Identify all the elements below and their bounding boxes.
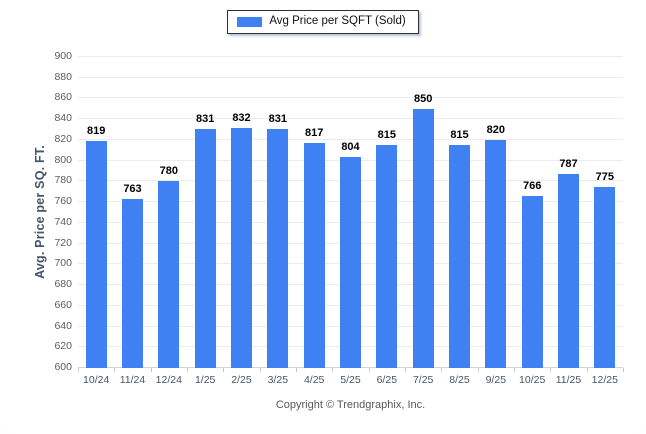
bar [521, 195, 543, 368]
x-tick-label: 7/25 [412, 374, 434, 386]
bar [340, 156, 361, 368]
x-tick-label: 9/25 [485, 374, 507, 386]
y-tick-label: 900 [54, 50, 72, 62]
x-tick-label: 11/24 [119, 374, 146, 386]
bar-value-label: 831 [268, 112, 287, 125]
gridline [78, 56, 623, 57]
bar-value-label: 850 [413, 92, 433, 105]
y-tick-label: 780 [54, 174, 72, 187]
gridline [78, 118, 623, 120]
y-tick-label: 640 [54, 319, 72, 332]
x-tick-label: 12/25 [591, 374, 618, 386]
bar-value-label: 819 [86, 124, 106, 137]
bar [231, 127, 252, 368]
x-tick-label: 5/25 [340, 374, 361, 386]
y-tick-label: 820 [54, 132, 72, 145]
bar [412, 108, 434, 368]
y-tick-label: 700 [54, 257, 72, 270]
bar [267, 128, 289, 368]
bar-value-label: 817 [304, 127, 324, 140]
gridline [78, 97, 623, 99]
y-tick-label: 760 [54, 195, 72, 208]
x-axis-tick [441, 368, 443, 372]
x-axis-tick [623, 368, 624, 372]
x-tick-label: 10/25 [519, 374, 546, 386]
y-tick-label: 740 [54, 215, 72, 228]
x-tick-label: 6/25 [376, 374, 398, 386]
x-axis-tick [114, 368, 116, 372]
y-tick-label: 600 [54, 361, 72, 373]
x-tick-label: 10/24 [83, 374, 110, 386]
bar [122, 199, 143, 368]
bar [594, 186, 616, 368]
x-axis-tick [332, 368, 334, 372]
x-axis-tick [514, 368, 515, 372]
bar [485, 139, 507, 368]
bar-value-label: 787 [559, 158, 578, 171]
x-tick-label: 3/25 [267, 374, 289, 386]
x-axis-tick [259, 368, 261, 372]
y-tick-label: 880 [54, 70, 72, 83]
x-axis-tick [550, 368, 552, 372]
y-tick-label: 800 [54, 153, 72, 166]
x-axis-tick [78, 368, 79, 372]
plot-area: 600 620 640 660 680 700 720 740 760 780 800 820 840 8… [54, 50, 624, 386]
x-tick-label: 8/25 [449, 374, 470, 386]
legend-box: Avg Price per SQFT (Sold) [227, 10, 419, 34]
x-axis-tick [150, 368, 152, 372]
bar-value-label: 804 [341, 140, 360, 153]
x-axis-tick [586, 368, 588, 372]
bar [449, 145, 470, 368]
legend: Avg Price per SQFT (Sold) [0, 10, 646, 34]
legend-swatch [237, 16, 263, 27]
x-tick-label: 11/25 [555, 374, 582, 386]
y-tick-label: 660 [54, 298, 72, 311]
x-tick-label: 1/25 [194, 374, 216, 386]
bar [303, 143, 325, 368]
bar-value-label: 766 [522, 179, 542, 192]
bar [376, 145, 398, 368]
x-tick-label: 2/25 [231, 374, 252, 386]
y-tick-label: 620 [54, 340, 72, 353]
x-axis-tick [368, 368, 370, 372]
bar [194, 128, 216, 368]
bar-value-label: 780 [159, 165, 178, 178]
bar-value-label: 775 [595, 170, 614, 183]
x-axis-tick [477, 368, 479, 372]
bar [85, 140, 107, 368]
x-tick-label: 4/25 [303, 374, 325, 386]
gridline [78, 138, 623, 140]
bar-value-label: 815 [450, 129, 469, 142]
x-axis-tick [405, 368, 406, 372]
y-tick-label: 680 [54, 278, 72, 291]
bar [558, 174, 579, 368]
copyright-text: Copyright © Trendgraphix, Inc. [275, 399, 426, 411]
y-tick-label: 720 [54, 236, 72, 249]
legend-label: Avg Price per SQFT (Sold) [269, 15, 406, 27]
bar [158, 181, 180, 368]
x-axis-tick [296, 368, 297, 372]
bar-value-label: 763 [123, 183, 142, 196]
x-axis-tick [223, 368, 225, 372]
x-axis-tick [187, 368, 188, 372]
bar-value-label: 832 [232, 111, 251, 124]
bar-value-label: 831 [195, 112, 215, 125]
y-tick-label: 860 [54, 91, 72, 104]
bar-value-label: 820 [486, 123, 505, 136]
y-tick-label: 840 [54, 112, 72, 125]
x-tick-label: 12/24 [155, 374, 182, 386]
gridline [78, 76, 623, 78]
bar-value-label: 815 [377, 129, 396, 142]
